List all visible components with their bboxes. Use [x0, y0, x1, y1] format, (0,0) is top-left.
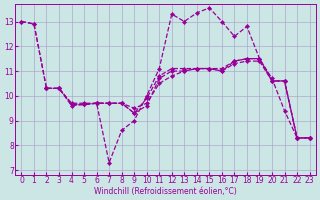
- X-axis label: Windchill (Refroidissement éolien,°C): Windchill (Refroidissement éolien,°C): [94, 187, 237, 196]
